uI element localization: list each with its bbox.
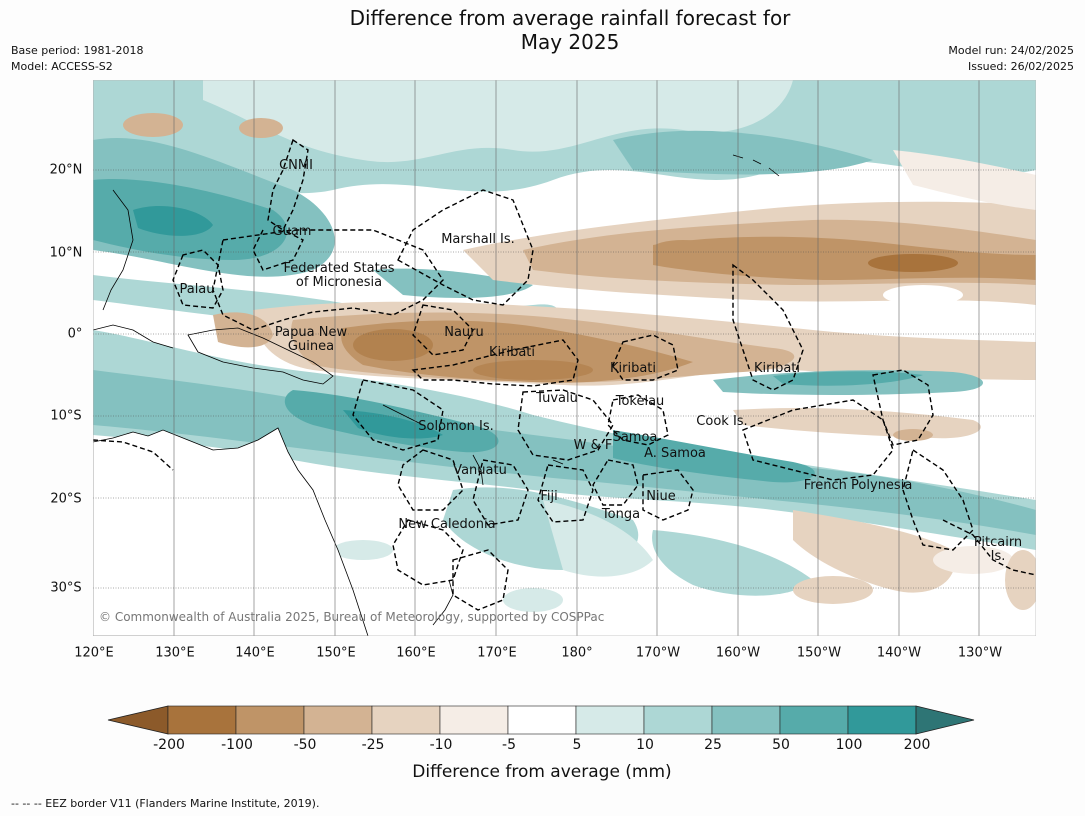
region-label-solomon: Solomon Is. — [418, 419, 494, 434]
colorbar-cell — [779, 705, 849, 735]
lon-tick-130e: 130°E — [155, 645, 195, 661]
colorbar-cell — [575, 705, 645, 735]
lon-tick-160e: 160°E — [396, 645, 436, 661]
region-label-palau: Palau — [179, 282, 215, 297]
region-label-cook: Cook Is. — [696, 414, 748, 429]
colorbar-cell — [643, 705, 713, 735]
colorbar — [107, 705, 975, 735]
colorbar-cell — [303, 705, 373, 735]
colorbar-cell — [847, 705, 917, 735]
region-label-pitcairn: Pitcairn Is. — [973, 535, 1023, 564]
colorbar-cell — [235, 705, 305, 735]
colorbar-tick-11: 200 — [903, 737, 931, 753]
region-label-tuvalu: Tuvalu — [536, 391, 578, 406]
base-period: Base period: 1981-2018 — [11, 44, 144, 57]
title-line-2: May 2025 — [520, 30, 620, 54]
region-label-marshall: Marshall Is. — [441, 232, 515, 247]
colorbar-cell — [371, 705, 441, 735]
region-label-american-samoa: A. Samoa — [644, 446, 706, 461]
lat-tick-0: 0° — [67, 326, 83, 342]
region-label-tonga: Tonga — [601, 507, 641, 522]
title-line-1: Difference from average rainfall forecas… — [349, 6, 791, 30]
lon-tick-170w: 170°W — [635, 645, 681, 661]
model-run: Model run: 24/02/2025 — [948, 44, 1074, 57]
region-label-wallis-futuna: W & F — [573, 438, 613, 453]
region-label-niue: Niue — [646, 489, 676, 504]
lon-tick-140e: 140°E — [235, 645, 275, 661]
lat-tick-30s: 30°S — [50, 580, 82, 596]
colorbar-cell — [711, 705, 781, 735]
copyright-notice: © Commonwealth of Australia 2025, Bureau… — [99, 610, 605, 624]
region-label-tokelau: Tokelau — [615, 394, 665, 409]
eez-borders — [93, 138, 1036, 611]
lat-tick-10n: 10°N — [49, 245, 83, 261]
region-label-guam: Guam — [272, 224, 312, 239]
colorbar-tick-5: -5 — [502, 737, 516, 753]
colorbar-tick-3: -25 — [361, 737, 385, 753]
lat-tick-20s: 20°S — [50, 491, 82, 507]
lon-tick-150e: 150°E — [316, 645, 356, 661]
colorbar-tick-6: 5 — [572, 737, 582, 753]
region-label-samoa: Samoa — [612, 430, 658, 445]
lon-tick-170e: 170°E — [477, 645, 517, 661]
model-name: Model: ACCESS-S2 — [11, 60, 113, 73]
model-info: Base period: 1981-2018 Model: ACCESS-S2 — [11, 43, 143, 75]
colorbar-tick-1: -100 — [221, 737, 253, 753]
lon-tick-120e: 120°E — [74, 645, 114, 661]
lon-tick-130w: 130°W — [957, 645, 1003, 661]
region-label-kiribati-phoenix: Kiribati — [609, 361, 657, 376]
colorbar-tick-8: 25 — [704, 737, 722, 753]
colorbar-extend-low — [107, 705, 169, 735]
rainfall-anomaly-map — [93, 80, 1036, 636]
colorbar-tick-4: -10 — [429, 737, 453, 753]
region-label-png: Papua New Guinea — [274, 325, 348, 354]
region-label-vanuatu: Vanuatu — [453, 463, 507, 478]
lat-tick-20n: 20°N — [49, 162, 83, 178]
map-area: CNMI Guam Marshall Is. Federated States … — [93, 80, 1036, 636]
region-label-kiribati-gilbert: Kiribati — [488, 345, 536, 360]
colorbar-cell — [439, 705, 509, 735]
region-label-cnmi: CNMI — [279, 158, 313, 173]
region-label-nauru: Nauru — [444, 325, 484, 340]
lon-tick-160w: 160°W — [715, 645, 761, 661]
region-label-fiji: Fiji — [540, 489, 558, 504]
colorbar-tick-10: 100 — [835, 737, 863, 753]
map-title: Difference from average rainfall forecas… — [0, 6, 1085, 54]
colorbar-title: Difference from average (mm) — [412, 762, 672, 782]
colorbar-tick-7: 10 — [636, 737, 654, 753]
region-label-fsm: Federated States of Micronesia — [283, 261, 395, 290]
colorbar-tick-9: 50 — [772, 737, 790, 753]
colorbar-extend-high — [915, 705, 975, 735]
lon-tick-150w: 150°W — [796, 645, 842, 661]
region-label-kiribati-line: Kiribati — [753, 361, 801, 376]
lat-tick-10s: 10°S — [50, 408, 82, 424]
colorbar-cell — [507, 705, 577, 735]
lon-tick-180: 180° — [561, 645, 593, 661]
lon-tick-140w: 140°W — [876, 645, 922, 661]
issued-date: Issued: 26/02/2025 — [967, 60, 1074, 73]
colorbar-tick-2: -50 — [293, 737, 317, 753]
eez-footnote: -- -- -- EEZ border V11 (Flanders Marine… — [11, 797, 320, 810]
region-label-french-polynesia: French Polynesia — [803, 478, 913, 493]
colorbar-cell — [167, 705, 237, 735]
region-label-new-caledonia: New Caledonia — [398, 517, 496, 532]
colorbar-tick-0: -200 — [153, 737, 185, 753]
run-info: Model run: 24/02/2025 Issued: 26/02/2025 — [948, 43, 1074, 75]
